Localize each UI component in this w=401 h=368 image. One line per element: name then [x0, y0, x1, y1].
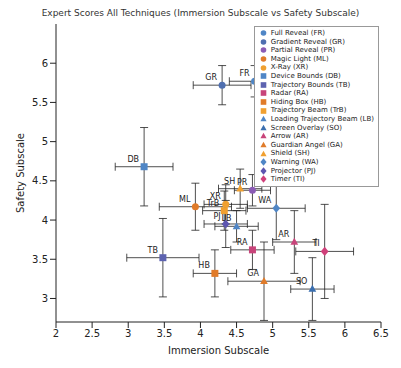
svg-text:Immersion Subscale: Immersion Subscale — [168, 345, 269, 356]
svg-text:2.5: 2.5 — [84, 328, 100, 339]
html-text:Magic Light (ML): Magic Light (ML) — [270, 54, 329, 63]
html-text:Shield (SH): Shield (SH) — [270, 149, 310, 158]
html-text:Hiding Box (HB): Hiding Box (HB) — [270, 97, 327, 106]
svg-text:Safety Subscale: Safety Subscale — [15, 133, 26, 213]
html-text:Radar (RA): Radar (RA) — [270, 89, 309, 98]
svg-text:5: 5 — [269, 328, 275, 339]
html-text:Projector (PJ): Projector (PJ) — [270, 166, 316, 175]
html-text:Arrow (AR): Arrow (AR) — [270, 132, 309, 141]
html-text:Partial Reveal (PR): Partial Reveal (PR) — [270, 46, 336, 55]
svg-text:DB: DB — [127, 155, 139, 164]
html-text:Trajectory Bounds (TB): Trajectory Bounds (TB) — [270, 80, 351, 89]
svg-text:3: 3 — [125, 328, 131, 339]
html-text:Device Bounds (DB): Device Bounds (DB) — [270, 72, 341, 80]
html-text:Timer (TI): Timer (TI) — [270, 175, 305, 184]
svg-text:3: 3 — [42, 293, 48, 304]
html-text:Screen Overlay (SO): Screen Overlay (SO) — [270, 123, 342, 132]
svg-text:WA: WA — [258, 196, 271, 205]
svg-text:LB: LB — [221, 214, 232, 224]
svg-text:RA: RA — [237, 238, 248, 247]
svg-text:SH: SH — [224, 177, 235, 186]
html-text:Warning (WA): Warning (WA) — [270, 157, 319, 166]
svg-text:HB: HB — [198, 261, 210, 270]
svg-text:6.5: 6.5 — [373, 328, 389, 339]
svg-text:ML: ML — [179, 195, 191, 204]
svg-text:TB: TB — [147, 246, 158, 255]
svg-text:AR: AR — [278, 230, 289, 239]
svg-text:5.5: 5.5 — [301, 328, 317, 339]
html-text:Trajectory Beam (TrB): Trajectory Beam (TrB) — [270, 106, 347, 115]
svg-text:XR: XR — [209, 192, 221, 202]
svg-text:4: 4 — [197, 328, 203, 339]
svg-text:6: 6 — [42, 58, 48, 69]
svg-text:5.5: 5.5 — [32, 97, 48, 108]
svg-text:3.5: 3.5 — [156, 328, 172, 339]
svg-text:TI: TI — [311, 239, 319, 248]
html-text:Guardian Angel (GA): Guardian Angel (GA) — [270, 140, 343, 149]
svg-text:2: 2 — [53, 328, 59, 339]
svg-text:GA: GA — [247, 269, 259, 278]
svg-text:4: 4 — [42, 215, 48, 226]
svg-text:FR: FR — [239, 69, 250, 78]
svg-text:4.5: 4.5 — [32, 175, 48, 186]
svg-text:PJ: PJ — [214, 212, 221, 221]
html-text:Expert Scores All Techniques (: Expert Scores All Techniques (Immersion … — [41, 8, 360, 18]
html-text:Gradient Reveal (GR): Gradient Reveal (GR) — [270, 37, 345, 46]
svg-text:GR: GR — [205, 73, 217, 82]
svg-text:5: 5 — [42, 136, 48, 147]
svg-text:3.5: 3.5 — [32, 254, 48, 265]
html-text:X-Ray (XR): X-Ray (XR) — [270, 63, 309, 72]
svg-text:PR: PR — [237, 178, 248, 187]
html-text:Full Reveal (FR): Full Reveal (FR) — [270, 29, 326, 37]
html-text:Loading Trajectory Beam (LB): Loading Trajectory Beam (LB) — [270, 114, 374, 123]
svg-text:4.5: 4.5 — [229, 328, 245, 339]
svg-text:TrB: TrB — [206, 199, 220, 208]
svg-text:SO: SO — [296, 277, 307, 286]
svg-text:6: 6 — [342, 328, 348, 339]
